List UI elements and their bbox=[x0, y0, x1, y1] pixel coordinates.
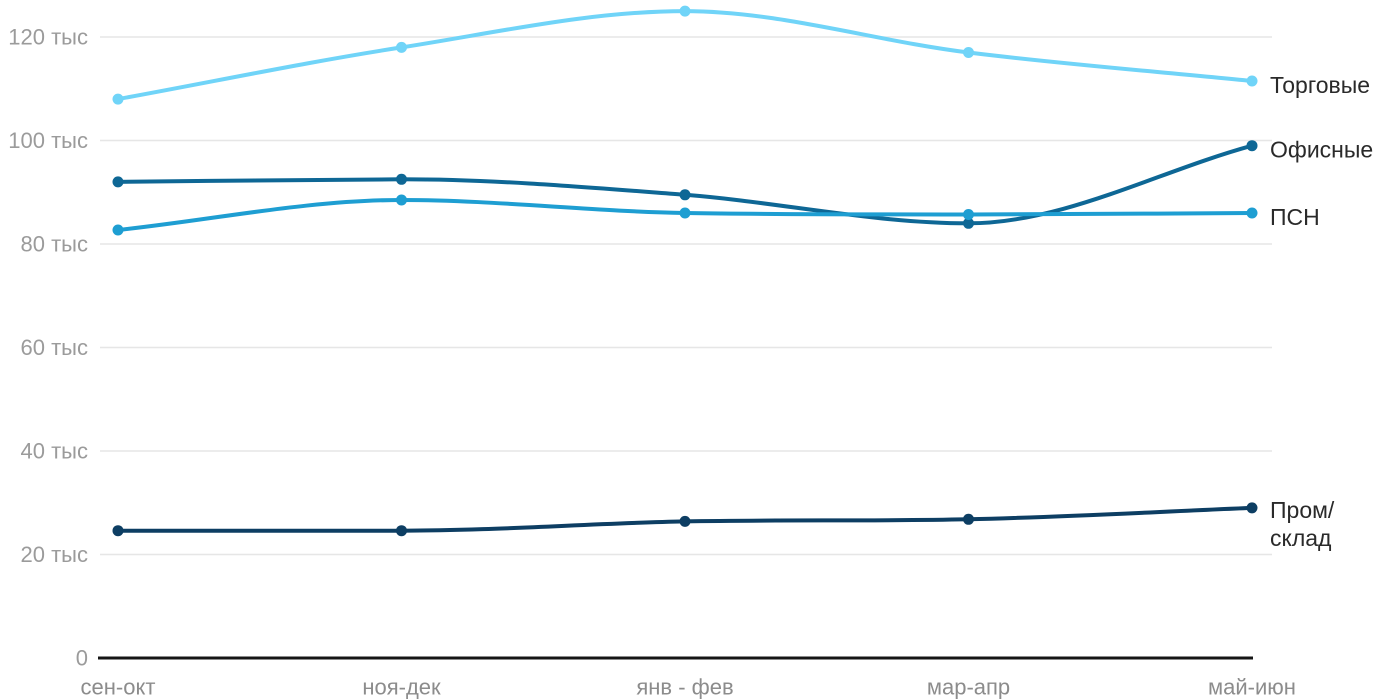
data-point bbox=[1246, 75, 1258, 87]
y-tick-label: 20 тыс bbox=[21, 542, 88, 567]
data-point bbox=[112, 93, 124, 105]
y-tick-label: 0 bbox=[76, 646, 88, 671]
x-axis-labels: сен-окт ноя-дек янв - фев мар-апр май-июн bbox=[81, 675, 1296, 700]
data-point bbox=[1246, 140, 1258, 152]
data-point bbox=[963, 47, 974, 58]
data-point bbox=[396, 525, 407, 537]
x-tick-label: янв - фев bbox=[636, 675, 733, 700]
series-end-label: ПСН bbox=[1270, 204, 1320, 230]
grid-layer bbox=[100, 36, 1272, 556]
series-end-label: Офисные bbox=[1270, 137, 1373, 163]
data-point bbox=[963, 209, 974, 220]
series-end-label: Торговые bbox=[1270, 72, 1370, 98]
series-пром-склад: Пром/склад bbox=[112, 497, 1335, 551]
series-end-label: Пром/ bbox=[1270, 497, 1335, 523]
series-псн: ПСН bbox=[112, 194, 1320, 236]
x-tick-label: мар-апр bbox=[927, 675, 1010, 700]
series-line bbox=[116, 9, 1254, 102]
data-point bbox=[396, 41, 407, 53]
x-tick-label: май-июн bbox=[1208, 675, 1296, 700]
data-point bbox=[679, 189, 691, 201]
data-point bbox=[679, 207, 691, 219]
data-point bbox=[963, 217, 974, 229]
y-tick-label: 100 тыс bbox=[8, 128, 88, 153]
series-офисные: Офисные bbox=[112, 137, 1373, 229]
y-tick-label: 40 тыс bbox=[21, 439, 88, 464]
y-tick-label: 80 тыс bbox=[21, 232, 88, 257]
y-tick-label: 60 тыс bbox=[21, 335, 88, 360]
data-point bbox=[1246, 207, 1258, 219]
data-point bbox=[396, 194, 407, 206]
data-point bbox=[112, 525, 124, 537]
y-tick-label: 120 тыс bbox=[8, 25, 88, 50]
data-point bbox=[679, 5, 691, 17]
series-end-label: склад bbox=[1270, 525, 1332, 551]
series-торговые: Торговые bbox=[112, 5, 1370, 105]
data-point bbox=[679, 515, 691, 527]
y-axis-labels: 0 20 тыс 40 тыс 60 тыс 80 тыс 100 тыс 120 тыс bbox=[8, 25, 88, 671]
x-tick-label: сен-окт bbox=[81, 675, 156, 700]
data-point bbox=[112, 176, 124, 188]
data-point bbox=[396, 173, 407, 185]
data-point bbox=[1246, 502, 1258, 514]
data-point bbox=[112, 224, 124, 236]
data-point bbox=[963, 513, 974, 525]
x-tick-label: ноя-дек bbox=[362, 675, 441, 700]
